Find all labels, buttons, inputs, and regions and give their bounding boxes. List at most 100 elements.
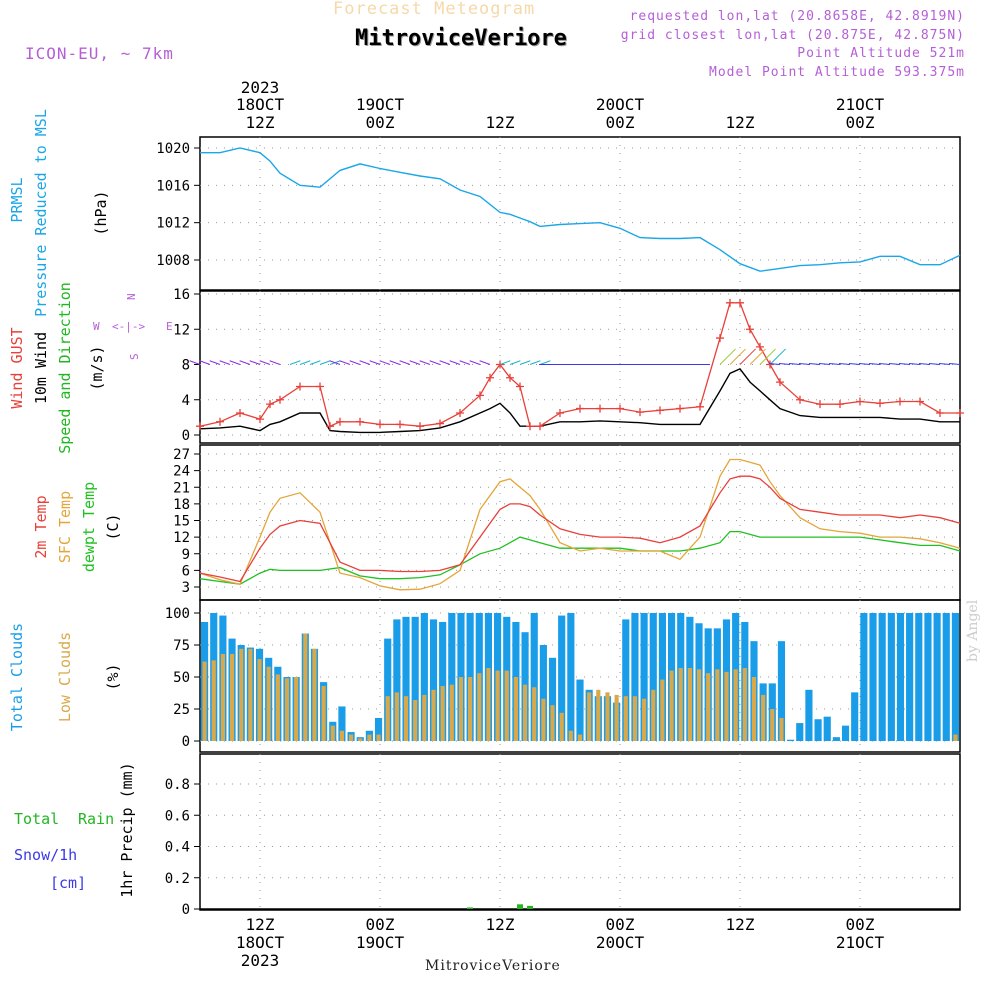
label-total: Total: [14, 810, 59, 828]
gust-marker: [716, 334, 724, 343]
low-cloud-bar: [403, 696, 409, 741]
gust-marker: [746, 325, 754, 334]
gust-marker: [326, 422, 334, 431]
label-snow: Snow/1h: [14, 846, 77, 864]
wind-direction-arrow: [788, 363, 801, 365]
bottom-year-label: 2023: [241, 951, 280, 970]
total-cloud-bar: [860, 613, 868, 741]
gust-marker: [576, 404, 584, 413]
total-cloud-bar: [841, 725, 850, 741]
gust-marker: [396, 420, 404, 429]
ytick-label: 100: [165, 606, 190, 622]
label-low-clouds: Low Clouds: [56, 632, 74, 722]
wind-direction-arrow: [838, 363, 851, 365]
total-cloud-bar: [915, 613, 923, 741]
low-cloud-bar: [642, 698, 647, 741]
total-cloud-bar: [622, 619, 630, 741]
wind-direction-arrow: [429, 360, 441, 365]
wind-direction-arrow: [908, 363, 921, 365]
label-percent: (%): [104, 663, 122, 690]
total-cloud-bar: [942, 613, 950, 741]
label-10m-wind: 10m Wind: [32, 332, 50, 404]
low-cloud-bar: [770, 709, 775, 741]
ytick-label: 0.6: [165, 808, 190, 824]
ytick-label: 6: [182, 563, 190, 579]
low-cloud-bar: [632, 696, 638, 741]
low-cloud-bar: [358, 738, 363, 741]
wind-direction-arrow: [519, 360, 531, 365]
low-cloud-bar: [220, 653, 225, 741]
low-cloud-bar: [284, 678, 290, 741]
low-cloud-bar: [394, 692, 399, 741]
low-cloud-bar: [312, 648, 317, 741]
total-cloud-bar: [924, 613, 932, 741]
low-cloud-bar: [678, 668, 683, 741]
low-cloud-bar: [303, 633, 308, 741]
top-date-label: 20OCT: [596, 95, 645, 114]
gust-marker: [456, 408, 464, 417]
total-cloud-bar: [539, 645, 547, 741]
wind-direction-arrow: [369, 360, 381, 365]
low-cloud-bar: [577, 734, 583, 741]
total-cloud-bar: [887, 613, 895, 741]
gust-marker: [796, 395, 804, 404]
sfc-temp-line: [199, 458, 961, 591]
wind-direction-arrow: [749, 348, 766, 365]
total-cloud-bar: [631, 613, 639, 741]
total-cloud-bar: [649, 613, 657, 741]
label-hpa: (hPa): [92, 190, 110, 235]
wind-direction-arrow: [918, 363, 931, 365]
wind-direction-arrow: [808, 363, 821, 365]
wind-direction-arrow: [928, 363, 941, 365]
low-cloud-bar: [669, 670, 674, 741]
label-total-clouds: Total Clouds: [8, 623, 26, 731]
wind-direction-arrow: [269, 360, 281, 365]
label-speed-direction: Speed and Direction: [56, 282, 74, 454]
wind-direction-arrow: [828, 363, 841, 365]
gust-marker: [196, 422, 204, 431]
gust-marker: [896, 397, 904, 406]
wind-direction-arrow: [439, 360, 451, 365]
total-cloud-bar: [411, 616, 419, 741]
total-cloud-bar: [448, 613, 456, 741]
low-cloud-bar: [349, 734, 354, 741]
wind-direction-arrow: [509, 360, 521, 365]
total-cloud-bar: [576, 679, 584, 741]
bottom-hour-label: 12Z: [246, 915, 275, 934]
label-pressure-msl: Pressure Reduced to MSL: [32, 109, 50, 317]
wind-direction-arrow: [409, 360, 421, 365]
pressure-line: [200, 147, 961, 272]
wind-direction-arrow: [259, 360, 271, 365]
low-cloud-bar: [696, 669, 702, 741]
low-cloud-bar: [550, 705, 555, 741]
low-cloud-bar: [211, 660, 216, 741]
wind-direction-arrow: [189, 360, 201, 365]
temp-2m-line: [199, 475, 961, 583]
total-cloud-bar: [640, 613, 648, 741]
ytick-label: 12: [173, 322, 190, 338]
bottom-hour-label: 00Z: [606, 915, 635, 934]
panel-frame-1: [199, 136, 961, 291]
model-point-altitude: Model Point Altitude 593.375m: [709, 65, 965, 80]
low-cloud-bar: [440, 685, 445, 741]
gust-marker: [916, 397, 924, 406]
gust-marker: [486, 373, 494, 382]
total-cloud-bar: [658, 613, 666, 741]
ytick-label: 1008: [156, 253, 190, 269]
gust-marker: [516, 382, 524, 391]
low-cloud-bar: [458, 677, 464, 741]
ytick-label: 16: [173, 287, 190, 303]
low-cloud-bar: [532, 687, 537, 741]
total-cloud-bar: [796, 723, 804, 741]
low-cloud-bar: [504, 670, 509, 741]
total-cloud-bar: [814, 719, 822, 741]
low-cloud-bar: [413, 700, 418, 741]
wind-direction-arrow: [209, 360, 221, 365]
low-cloud-bar: [486, 668, 491, 741]
wind-direction-arrow: [868, 363, 881, 365]
low-cloud-bar: [568, 730, 573, 741]
low-cloud-bar: [761, 694, 766, 741]
low-cloud-bar: [751, 677, 757, 741]
wind-direction-arrow: [339, 360, 351, 365]
